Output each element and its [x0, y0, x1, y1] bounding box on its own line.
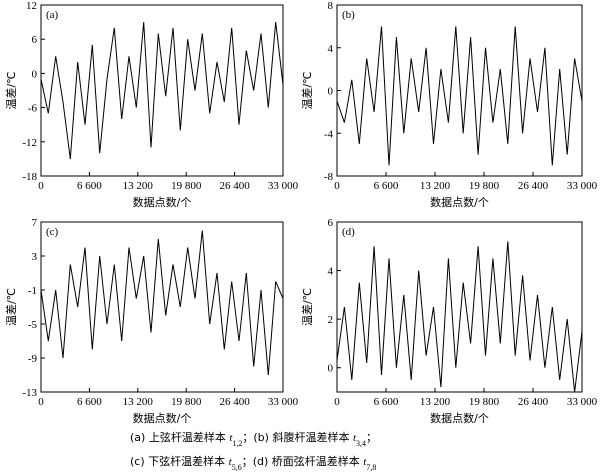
y-tick-label: 3	[32, 251, 38, 263]
caption-text: (a) 上弦杆温差样本	[130, 430, 229, 444]
x-tick-label: 33 000	[567, 396, 598, 408]
y-tick-label: 0	[328, 86, 334, 98]
panel-label: (c)	[46, 226, 59, 238]
x-tick-label: 19 800	[171, 396, 202, 408]
data-line	[41, 22, 283, 159]
plot-area	[41, 230, 283, 376]
data-line	[337, 241, 582, 392]
caption-text: (c) 下弦杆温差样本	[130, 454, 229, 468]
x-axis-label: 数据点数/个	[133, 411, 192, 425]
panel-label: (a)	[46, 9, 59, 21]
y-tick-label: -6	[28, 103, 38, 115]
y-tick-label: -1	[28, 285, 37, 297]
x-tick-label: 26 400	[219, 396, 250, 408]
y-tick-label: -13	[22, 387, 37, 399]
panel: 0 6 600 13 200 19 800 26 400 33 000 -18 -12 -6 0 6…	[4, 0, 299, 209]
y-tick-label: -9	[28, 353, 38, 365]
y-tick-label: 2	[328, 314, 334, 326]
x-tick-label: 19 800	[469, 396, 500, 408]
y-tick-label: 4	[328, 266, 334, 278]
caption-sep: ；	[242, 455, 253, 468]
x-tick-label: 19 800	[171, 180, 202, 192]
caption-text: (d) 桥面弦杆温差样本	[253, 454, 364, 468]
caption-var: t	[363, 456, 367, 468]
caption-sub: 5,6	[232, 463, 242, 472]
x-tick-label: 26 400	[518, 396, 549, 408]
y-tick-label: 12	[26, 0, 37, 12]
caption-sub: 1,2	[232, 439, 242, 448]
x-axis-label: 数据点数/个	[430, 411, 489, 425]
caption-sub: 7,8	[366, 463, 376, 472]
axes-frame	[40, 4, 284, 177]
caption-sub: 3,4	[356, 439, 366, 448]
y-tick-label: 0	[328, 363, 334, 375]
caption-sep: ；	[366, 431, 377, 444]
panel-label: (d)	[342, 226, 355, 238]
x-tick-label: 13 200	[420, 396, 451, 408]
x-tick-label: 26 400	[219, 180, 250, 192]
y-tick-label: -8	[324, 171, 334, 183]
x-tick-label: 33 000	[567, 180, 598, 192]
x-tick-label: 0	[334, 180, 340, 192]
x-tick-label: 0	[38, 180, 44, 192]
caption-sep: ；	[242, 431, 253, 444]
x-tick-label: 0	[334, 396, 340, 408]
plot-area	[337, 241, 582, 392]
y-tick-label: -18	[22, 171, 37, 183]
y-tick-label: 6	[328, 217, 334, 229]
x-tick-label: 6 600	[77, 396, 102, 408]
y-axis-label: 温差/℃	[300, 71, 314, 109]
y-axis-label: 温差/℃	[4, 71, 18, 109]
data-line	[41, 230, 283, 376]
y-tick-label: 0	[32, 68, 38, 80]
y-tick-label: 8	[328, 0, 334, 12]
y-tick-label: -5	[28, 319, 38, 331]
caption-line: (a) 上弦杆温差样本 t1,2；(b) 斜腹杆温差样本 t3,4；	[130, 430, 377, 448]
caption-var: t	[229, 456, 233, 468]
x-tick-label: 13 200	[123, 396, 154, 408]
x-tick-label: 0	[38, 396, 44, 408]
y-axis-label: 温差/℃	[4, 288, 18, 326]
panel-label: (b)	[342, 9, 355, 21]
panel: 0 6 600 13 200 19 800 26 400 33 000 -8 -4 0 4 8 (b)…	[300, 0, 598, 209]
axes-frame	[40, 221, 284, 393]
y-tick-label: -12	[22, 137, 37, 149]
plot-area	[41, 22, 283, 159]
y-axis-label: 温差/℃	[300, 288, 314, 326]
caption-text: (b) 斜腹杆温差样本	[253, 430, 353, 444]
axes-frame	[336, 4, 583, 177]
x-tick-label: 26 400	[518, 180, 549, 192]
x-tick-label: 13 200	[420, 180, 451, 192]
caption-line: (c) 下弦杆温差样本 t5,6；(d) 桥面弦杆温差样本 t7,8	[130, 454, 376, 472]
y-tick-label: 6	[32, 34, 38, 46]
x-axis-label: 数据点数/个	[430, 195, 489, 209]
x-axis-label: 数据点数/个	[133, 195, 192, 209]
plot-area	[337, 26, 582, 166]
x-tick-label: 19 800	[469, 180, 500, 192]
panel: 0 6 600 13 200 19 800 26 400 33 000 0 2 4 6 (d) 数据点…	[300, 217, 598, 425]
x-tick-label: 6 600	[77, 180, 102, 192]
y-tick-label: 7	[32, 217, 38, 229]
x-tick-label: 33 000	[268, 396, 299, 408]
x-tick-label: 33 000	[268, 180, 299, 192]
data-line	[337, 26, 582, 166]
caption-var: t	[353, 432, 357, 444]
x-tick-label: 6 600	[374, 180, 399, 192]
caption-var: t	[229, 432, 233, 444]
x-tick-label: 6 600	[374, 396, 399, 408]
y-tick-label: -4	[324, 128, 334, 140]
y-tick-label: 4	[328, 43, 334, 55]
x-tick-label: 13 200	[123, 180, 154, 192]
axes-frame	[336, 221, 583, 393]
